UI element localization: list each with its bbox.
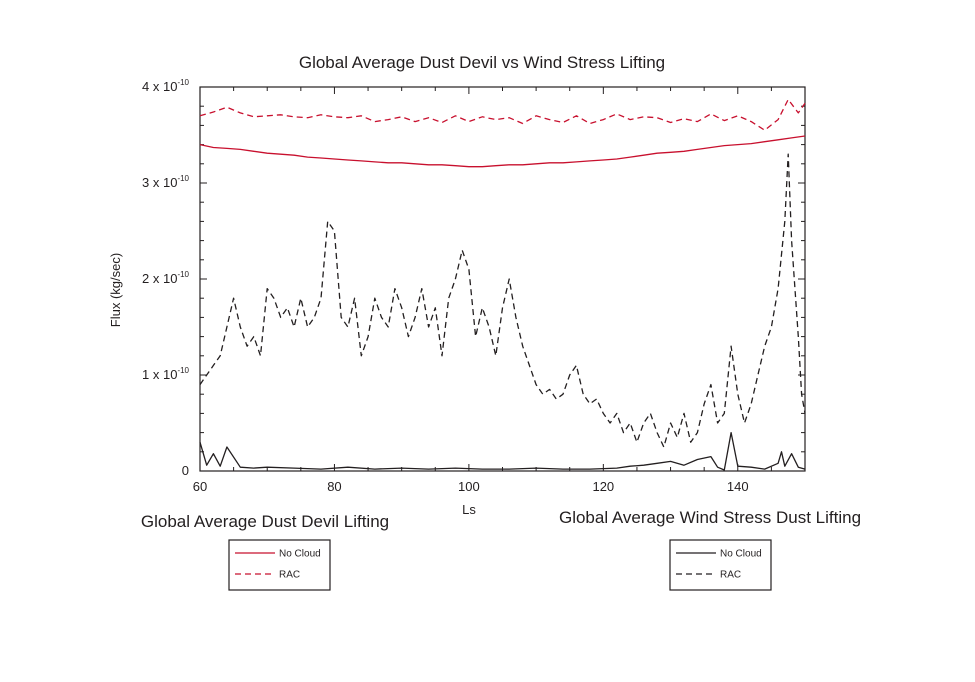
legend-box: [228, 539, 331, 591]
y-tick-label: 0: [182, 463, 189, 478]
x-axis: 60 80 100 120 140: [193, 87, 806, 494]
dust-devil-rac-line: [199, 98, 806, 131]
x-axis-label: Ls: [462, 502, 476, 517]
wind-stress-no-cloud-line: [199, 431, 806, 471]
y-tick-label: 2 x 10-10: [142, 270, 190, 286]
legend-label: No Cloud: [720, 549, 762, 560]
x-tick-label: 140: [727, 479, 749, 494]
x-tick-label: 120: [592, 479, 614, 494]
legend-label: No Cloud: [279, 549, 321, 560]
plot-area: [199, 86, 806, 472]
wind-stress-rac-line: [199, 153, 806, 448]
y-axis-label: Flux (kg/sec): [108, 253, 123, 327]
y-tick-label: 4 x 10-10: [142, 78, 190, 94]
legend-box: [669, 539, 772, 591]
dust-devil-no-cloud-line: [199, 135, 806, 168]
legends: Global Average Dust Devil Lifting No Clou…: [141, 508, 861, 591]
series-layer: [199, 98, 806, 471]
legend-label: RAC: [279, 570, 300, 581]
chart-title: Global Average Dust Devil vs Wind Stress…: [299, 53, 665, 72]
x-tick-label: 60: [193, 479, 207, 494]
legend-title: Global Average Wind Stress Dust Lifting: [559, 508, 861, 527]
legend-label: RAC: [720, 570, 741, 581]
y-tick-label: 1 x 10-10: [142, 366, 190, 382]
y-tick-label: 3 x 10-10: [142, 174, 190, 190]
x-tick-label: 80: [327, 479, 341, 494]
y-axis: 0 1 x 10-10 2 x 10-10 3 x 10-10 4 x 10-10: [142, 78, 805, 478]
x-tick-label: 100: [458, 479, 480, 494]
legend-title: Global Average Dust Devil Lifting: [141, 512, 389, 531]
